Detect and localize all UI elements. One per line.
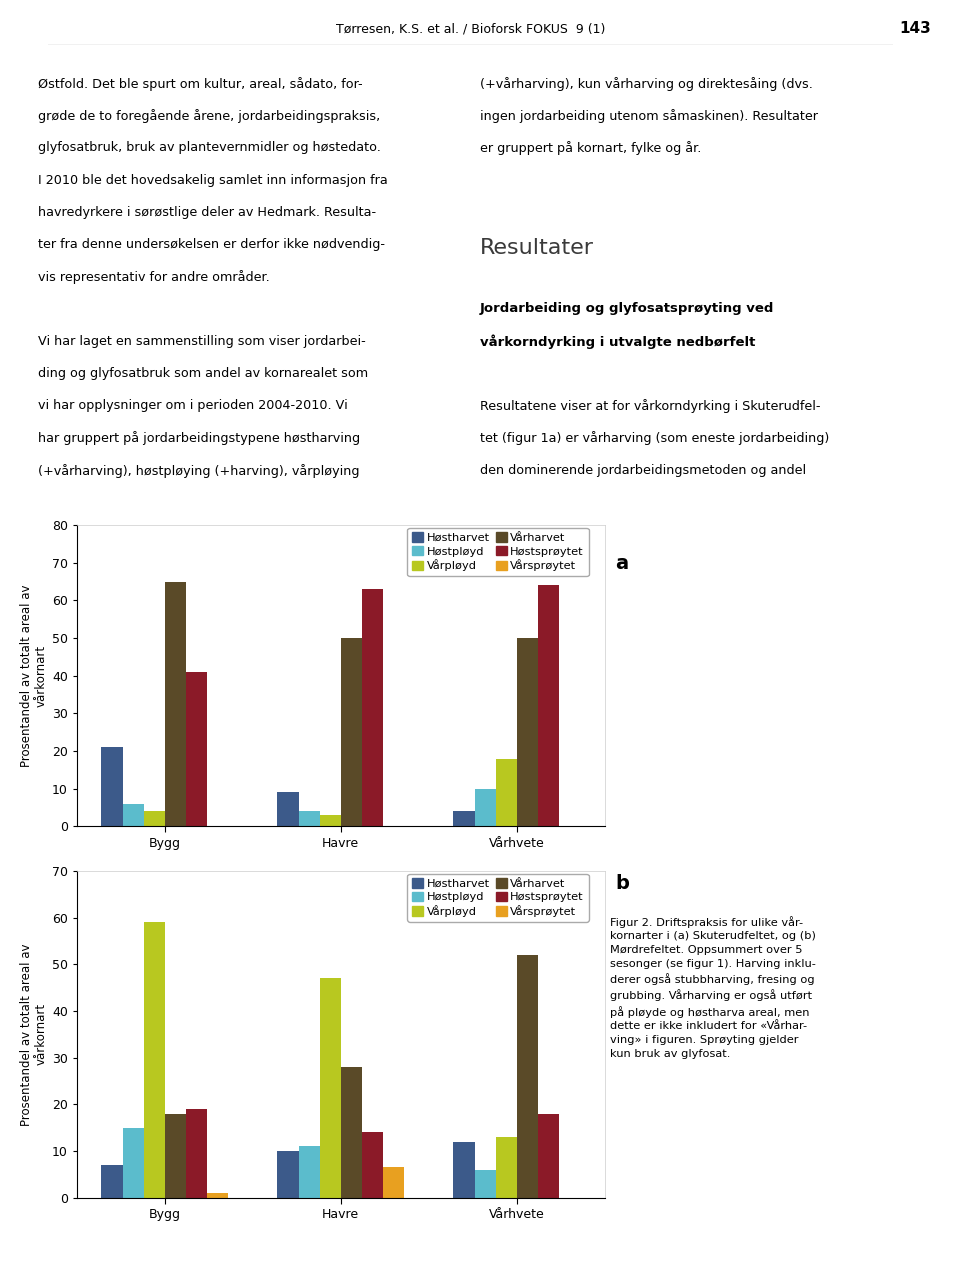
Bar [165, 1113, 186, 1198]
Text: ter fra denne undersøkelsen er derfor ikke nødvendig-: ter fra denne undersøkelsen er derfor ik… [38, 238, 385, 251]
Text: tet (figur 1a) er vårharving (som eneste jordarbeiding): tet (figur 1a) er vårharving (som eneste… [480, 432, 829, 446]
Bar [474, 789, 495, 826]
Text: I 2010 ble det hovedsakelig samlet inn informasjon fra: I 2010 ble det hovedsakelig samlet inn i… [38, 173, 388, 187]
Bar [123, 1127, 144, 1198]
Text: Resultatene viser at for vårkorndyrking i Skuterudfel-: Resultatene viser at for vårkorndyrking … [480, 400, 821, 414]
Bar [341, 1067, 362, 1198]
Bar [123, 803, 144, 826]
Text: har gruppert på jordarbeidingstypene høstharving: har gruppert på jordarbeidingstypene høs… [38, 432, 361, 446]
Bar [102, 747, 123, 826]
Bar [516, 638, 538, 826]
Text: b: b [615, 875, 629, 893]
Bar [383, 1167, 404, 1198]
Text: vi har opplysninger om i perioden 2004-2010. Vi: vi har opplysninger om i perioden 2004-2… [38, 400, 348, 412]
Text: 143: 143 [900, 22, 931, 36]
Bar [320, 815, 341, 826]
Bar [277, 793, 299, 826]
Y-axis label: Prosentandel av totalt areal av
vårkornart: Prosentandel av totalt areal av vårkorna… [19, 943, 48, 1126]
Bar [299, 1146, 320, 1198]
Bar [495, 758, 516, 826]
Legend: Høstharvet, Høstpløyd, Vårpløyd, Vårharvet, Høstsprøytet, Vårsprøytet: Høstharvet, Høstpløyd, Vårpløyd, Vårharv… [407, 528, 588, 576]
Bar [453, 811, 474, 826]
Bar [144, 922, 165, 1198]
Bar [516, 956, 538, 1198]
Text: (+vårharving), høstpløying (+harving), vårpløying: (+vårharving), høstpløying (+harving), v… [38, 464, 360, 478]
Text: Korn: Korn [923, 649, 935, 683]
Text: ingen jordarbeiding utenom såmaskinen). Resultater: ingen jordarbeiding utenom såmaskinen). … [480, 109, 818, 123]
Text: er gruppert på kornart, fylke og år.: er gruppert på kornart, fylke og år. [480, 141, 702, 155]
Bar [538, 1113, 559, 1198]
Y-axis label: Prosentandel av totalt areal av
vårkornart: Prosentandel av totalt areal av vårkorna… [19, 584, 48, 767]
Bar [186, 1109, 207, 1198]
Bar [538, 585, 559, 826]
Bar [165, 582, 186, 826]
Bar [299, 811, 320, 826]
Text: Resultater: Resultater [480, 238, 594, 257]
Bar [320, 979, 341, 1198]
Bar [207, 1193, 228, 1198]
Text: a: a [615, 555, 629, 573]
Text: Figur 2. Driftspraksis for ulike vår-
kornarter i (a) Skuterudfeltet, og (b)
Mør: Figur 2. Driftspraksis for ulike vår- ko… [610, 916, 815, 1058]
Bar [277, 1152, 299, 1198]
Text: havredyrkere i sørøstlige deler av Hedmark. Resulta-: havredyrkere i sørøstlige deler av Hedma… [38, 206, 376, 219]
Bar [474, 1170, 495, 1198]
Text: Tørresen, K.S. et al. / Bioforsk FOKUS  9 (1): Tørresen, K.S. et al. / Bioforsk FOKUS 9… [336, 22, 605, 36]
Bar [341, 638, 362, 826]
Bar [186, 673, 207, 826]
Text: Jordarbeiding og glyfosatsprøyting ved: Jordarbeiding og glyfosatsprøyting ved [480, 302, 775, 315]
Text: ding og glyfosatbruk som andel av kornarealet som: ding og glyfosatbruk som andel av kornar… [38, 366, 369, 380]
Text: Vi har laget en sammenstilling som viser jordarbei-: Vi har laget en sammenstilling som viser… [38, 334, 366, 347]
Bar [102, 1166, 123, 1198]
Legend: Høstharvet, Høstpløyd, Vårpløyd, Vårharvet, Høstsprøytet, Vårsprøytet: Høstharvet, Høstpløyd, Vårpløyd, Vårharv… [407, 874, 588, 921]
Bar [453, 1141, 474, 1198]
Bar [362, 589, 383, 826]
Text: vårkorndyrking i utvalgte nedbørfelt: vårkorndyrking i utvalgte nedbørfelt [480, 334, 756, 350]
Bar [144, 811, 165, 826]
Bar [495, 1138, 516, 1198]
Text: grøde de to foregående årene, jordarbeidingspraksis,: grøde de to foregående årene, jordarbeid… [38, 109, 381, 123]
Text: den dominerende jordarbeidingsmetoden og andel: den dominerende jordarbeidingsmetoden og… [480, 464, 806, 477]
Text: (+vårharving), kun vårharving og direktesåing (dvs.: (+vårharving), kun vårharving og direkte… [480, 77, 813, 91]
Text: vis representativ for andre områder.: vis representativ for andre områder. [38, 270, 270, 284]
Text: Østfold. Det ble spurt om kultur, areal, sådato, for-: Østfold. Det ble spurt om kultur, areal,… [38, 77, 363, 91]
Text: glyfosatbruk, bruk av plantevernmidler og høstedato.: glyfosatbruk, bruk av plantevernmidler o… [38, 141, 381, 154]
Bar [362, 1132, 383, 1198]
